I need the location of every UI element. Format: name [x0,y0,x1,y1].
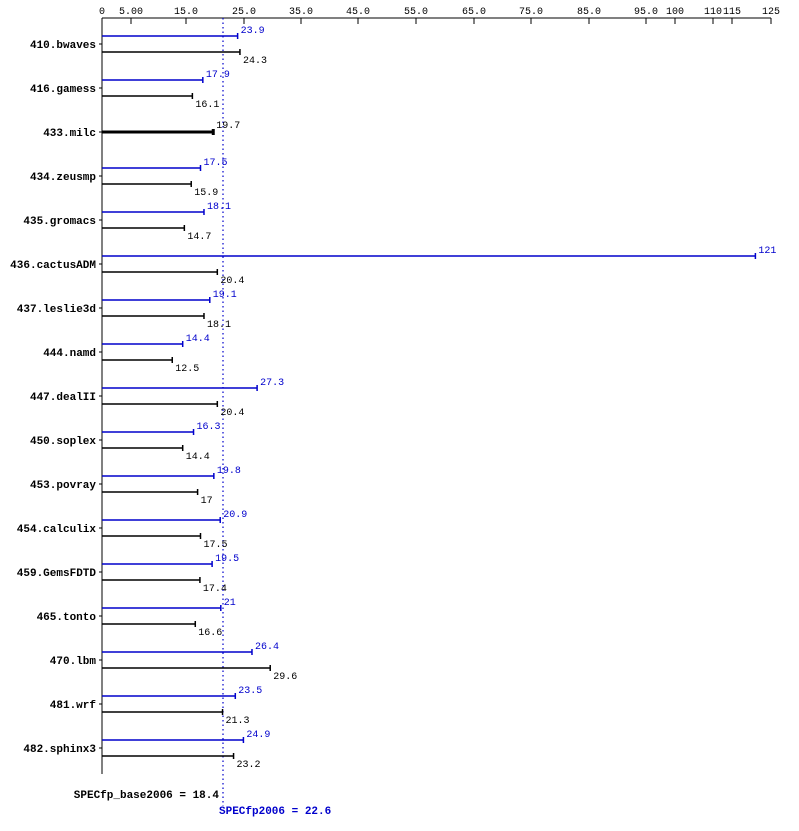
bar-value-label: 14.7 [187,232,211,243]
axis-tick-label: 25.0 [232,7,256,18]
bar-value-label: 29.6 [273,672,297,683]
bar-value-label: 14.4 [186,452,210,463]
benchmark-label: 433.milc [43,128,96,140]
bar-value-label: 20.4 [220,408,244,419]
bar-value-label: 16.6 [198,628,222,639]
axis-tick-label: 45.0 [346,7,370,18]
bar-value-label: 12.5 [175,364,199,375]
benchmark-label: 434.zeusmp [30,172,96,184]
benchmark-label: 435.gromacs [23,216,96,228]
bar-value-label: 18.1 [207,202,231,213]
bar-value-label: 19.7 [216,121,240,132]
bar-value-label: 16.1 [195,100,219,111]
bar-value-label: 16.3 [197,422,221,433]
axis-tick-label: 35.0 [289,7,313,18]
axis-tick-label: 110 [704,7,722,18]
bar-value-label: 19.8 [217,466,241,477]
benchmark-label: 454.calculix [17,524,97,536]
axis-tick-label: 75.0 [519,7,543,18]
bar-value-label: 21 [224,598,236,609]
axis-tick-label: 0 [99,7,105,18]
benchmark-label: 450.soplex [30,436,96,448]
bar-value-label: 27.3 [260,378,284,389]
benchmark-label: 481.wrf [50,700,97,712]
bar-value-label: 19.1 [213,290,237,301]
bar-value-label: 17.5 [204,158,228,169]
bar-value-label: 15.9 [194,188,218,199]
axis-tick-label: 5.00 [119,7,143,18]
bar-value-label: 17.9 [206,70,230,81]
benchmark-label: 410.bwaves [30,40,96,52]
axis-tick-label: 115 [723,7,741,18]
footer-peak-score: SPECfp2006 = 22.6 [219,806,331,818]
bar-value-label: 18.1 [207,320,231,331]
bar-value-label: 17 [201,496,213,507]
bar-value-label: 26.4 [255,642,279,653]
benchmark-label: 470.lbm [50,656,97,668]
benchmark-label: 482.sphinx3 [23,744,96,756]
benchmark-label: 437.leslie3d [17,304,96,316]
bar-value-label: 24.9 [246,730,270,741]
benchmark-label: 453.povray [30,480,96,492]
axis-tick-label: 85.0 [577,7,601,18]
bar-value-label: 20.9 [223,510,247,521]
bar-value-label: 23.5 [238,686,262,697]
benchmark-label: 465.tonto [37,612,97,624]
benchmark-label: 459.GemsFDTD [17,568,97,580]
benchmark-label: 416.gamess [30,84,96,96]
axis-tick-label: 55.0 [404,7,428,18]
axis-tick-label: 125 [762,7,780,18]
benchmark-label: 444.namd [43,348,96,360]
benchmark-label: 447.dealII [30,392,96,404]
footer-base-score: SPECfp_base2006 = 18.4 [74,790,220,802]
bar-value-label: 21.3 [226,716,250,727]
bar-value-label: 17.5 [204,540,228,551]
bar-value-label: 20.4 [220,276,244,287]
axis-tick-label: 65.0 [462,7,486,18]
bar-value-label: 17.4 [203,584,227,595]
spec-benchmark-chart: 0 5.00 15.0 25.0 35.0 45.0 55.0 65.0 75.0 85.0 95.… [0,0,799,831]
bar-value-label: 23.9 [241,26,265,37]
axis-tick-label: 95.0 [634,7,658,18]
benchmark-label: 436.cactusADM [10,260,96,272]
bar-value-label: 23.2 [237,760,261,771]
axis-tick-label: 15.0 [174,7,198,18]
bar-value-label: 19.5 [215,554,239,565]
bar-value-label: 14.4 [186,334,210,345]
bar-value-label: 121 [758,246,776,257]
bar-value-label: 24.3 [243,56,267,67]
axis-tick-label: 100 [666,7,684,18]
